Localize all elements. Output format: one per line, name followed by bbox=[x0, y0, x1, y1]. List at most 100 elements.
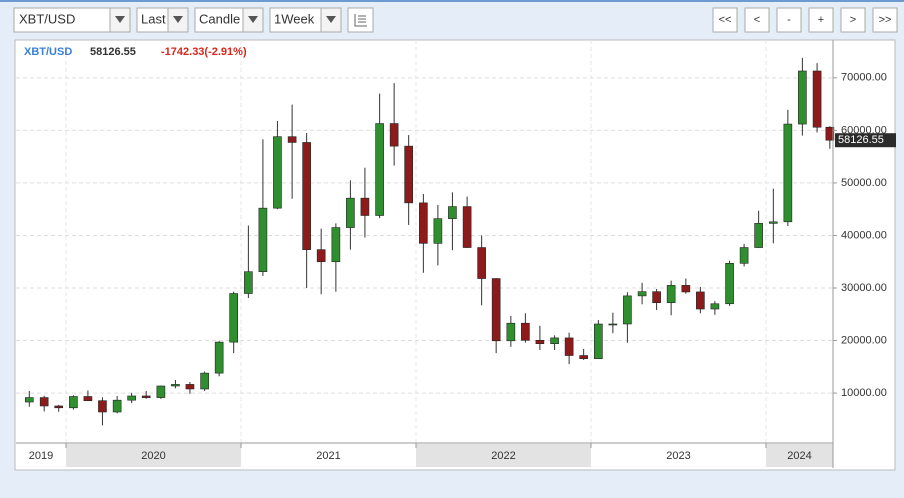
candle bbox=[39, 395, 49, 412]
candle-body bbox=[433, 218, 443, 244]
candle bbox=[185, 382, 195, 394]
candle-body bbox=[419, 202, 428, 244]
indicator-button[interactable] bbox=[347, 7, 374, 33]
candle-body bbox=[696, 291, 705, 310]
candle bbox=[739, 243, 749, 267]
candle bbox=[375, 93, 384, 219]
candle-body bbox=[637, 291, 647, 297]
y-tick-label: 40000.00 bbox=[841, 229, 887, 241]
candle bbox=[506, 315, 516, 347]
candle bbox=[710, 301, 720, 315]
candle bbox=[550, 335, 559, 350]
candle bbox=[54, 404, 64, 412]
candle-body bbox=[448, 206, 457, 219]
nav-button[interactable]: << bbox=[712, 7, 738, 33]
nav-button-label: << bbox=[719, 14, 732, 26]
candle bbox=[594, 320, 603, 359]
candle bbox=[273, 120, 282, 210]
candle bbox=[331, 223, 341, 292]
candle bbox=[608, 312, 618, 334]
nav-buttons: << < - + > >> bbox=[712, 7, 898, 33]
x-tick-label: 2024 bbox=[787, 450, 811, 462]
candle-body bbox=[535, 339, 545, 344]
chart-type-text: Candle bbox=[199, 11, 240, 26]
nav-button[interactable]: - bbox=[776, 7, 802, 33]
candle-body bbox=[69, 396, 78, 409]
year-band bbox=[765, 444, 833, 467]
nav-button-box bbox=[840, 7, 866, 33]
candle bbox=[83, 390, 93, 402]
candle bbox=[564, 332, 574, 365]
candle bbox=[360, 167, 370, 238]
last-price-label: 58126.55 bbox=[838, 134, 884, 146]
price-type-select[interactable]: Last bbox=[136, 7, 189, 33]
candle bbox=[214, 341, 224, 377]
candle-body bbox=[812, 70, 822, 128]
candle bbox=[637, 282, 647, 305]
candle bbox=[302, 133, 311, 288]
candle-body bbox=[491, 278, 501, 342]
candle bbox=[652, 289, 661, 311]
candle-body bbox=[360, 197, 370, 216]
plot bbox=[24, 57, 835, 426]
candle-body bbox=[825, 126, 835, 141]
period-select[interactable]: 1Week bbox=[269, 7, 342, 33]
candle-body bbox=[141, 395, 151, 398]
price-type-text: Last bbox=[141, 11, 166, 26]
candle bbox=[24, 390, 34, 407]
candle bbox=[491, 278, 501, 354]
candle bbox=[258, 139, 268, 276]
candle-body bbox=[185, 384, 195, 390]
candle bbox=[448, 192, 457, 251]
candle-body bbox=[39, 397, 49, 407]
candle bbox=[389, 83, 399, 166]
candle-body bbox=[681, 285, 691, 293]
candle-body bbox=[24, 397, 34, 403]
symbol-select[interactable]: XBT/USD bbox=[13, 7, 131, 33]
candle-body bbox=[287, 136, 297, 143]
chart-type-select[interactable]: Candle bbox=[194, 7, 264, 33]
y-tick-label: 30000.00 bbox=[841, 282, 887, 294]
candle bbox=[69, 395, 78, 410]
x-tick-label: 2020 bbox=[141, 450, 165, 462]
candle-body bbox=[783, 123, 793, 223]
symbol-text: XBT/USD bbox=[19, 11, 75, 26]
candle bbox=[579, 348, 588, 360]
x-tick-label: 2021 bbox=[316, 450, 340, 462]
candle bbox=[156, 385, 166, 399]
candle-body bbox=[404, 145, 413, 204]
candle-body bbox=[579, 355, 588, 359]
nav-button[interactable]: < bbox=[744, 7, 770, 33]
nav-button-label: >> bbox=[879, 14, 892, 26]
top-border bbox=[0, 0, 904, 2]
candle-body bbox=[725, 263, 734, 305]
nav-button-box bbox=[712, 7, 738, 33]
candle bbox=[141, 390, 151, 399]
nav-button[interactable]: >> bbox=[872, 7, 898, 33]
nav-button-label: > bbox=[850, 14, 856, 26]
nav-button[interactable]: + bbox=[808, 7, 834, 33]
last-price: 58126.55 bbox=[90, 46, 136, 58]
candle-body bbox=[798, 70, 807, 125]
candle-body bbox=[316, 249, 326, 263]
candle bbox=[316, 228, 326, 295]
candle bbox=[112, 395, 122, 414]
candle bbox=[171, 379, 180, 389]
candle-body bbox=[608, 323, 618, 326]
candle-body bbox=[754, 223, 763, 248]
candle-body bbox=[229, 293, 238, 343]
candle-body bbox=[739, 247, 749, 264]
candle bbox=[287, 104, 297, 199]
nav-button[interactable]: > bbox=[840, 7, 866, 33]
nav-button-box bbox=[744, 7, 770, 33]
y-tick-label: 50000.00 bbox=[841, 177, 887, 189]
candle bbox=[535, 325, 545, 350]
candle-body bbox=[98, 400, 107, 413]
period-text: 1Week bbox=[274, 11, 315, 26]
candle bbox=[346, 180, 355, 250]
candle bbox=[404, 135, 413, 225]
candle-body bbox=[171, 384, 180, 387]
candle-body bbox=[462, 206, 472, 248]
candle bbox=[127, 392, 136, 404]
